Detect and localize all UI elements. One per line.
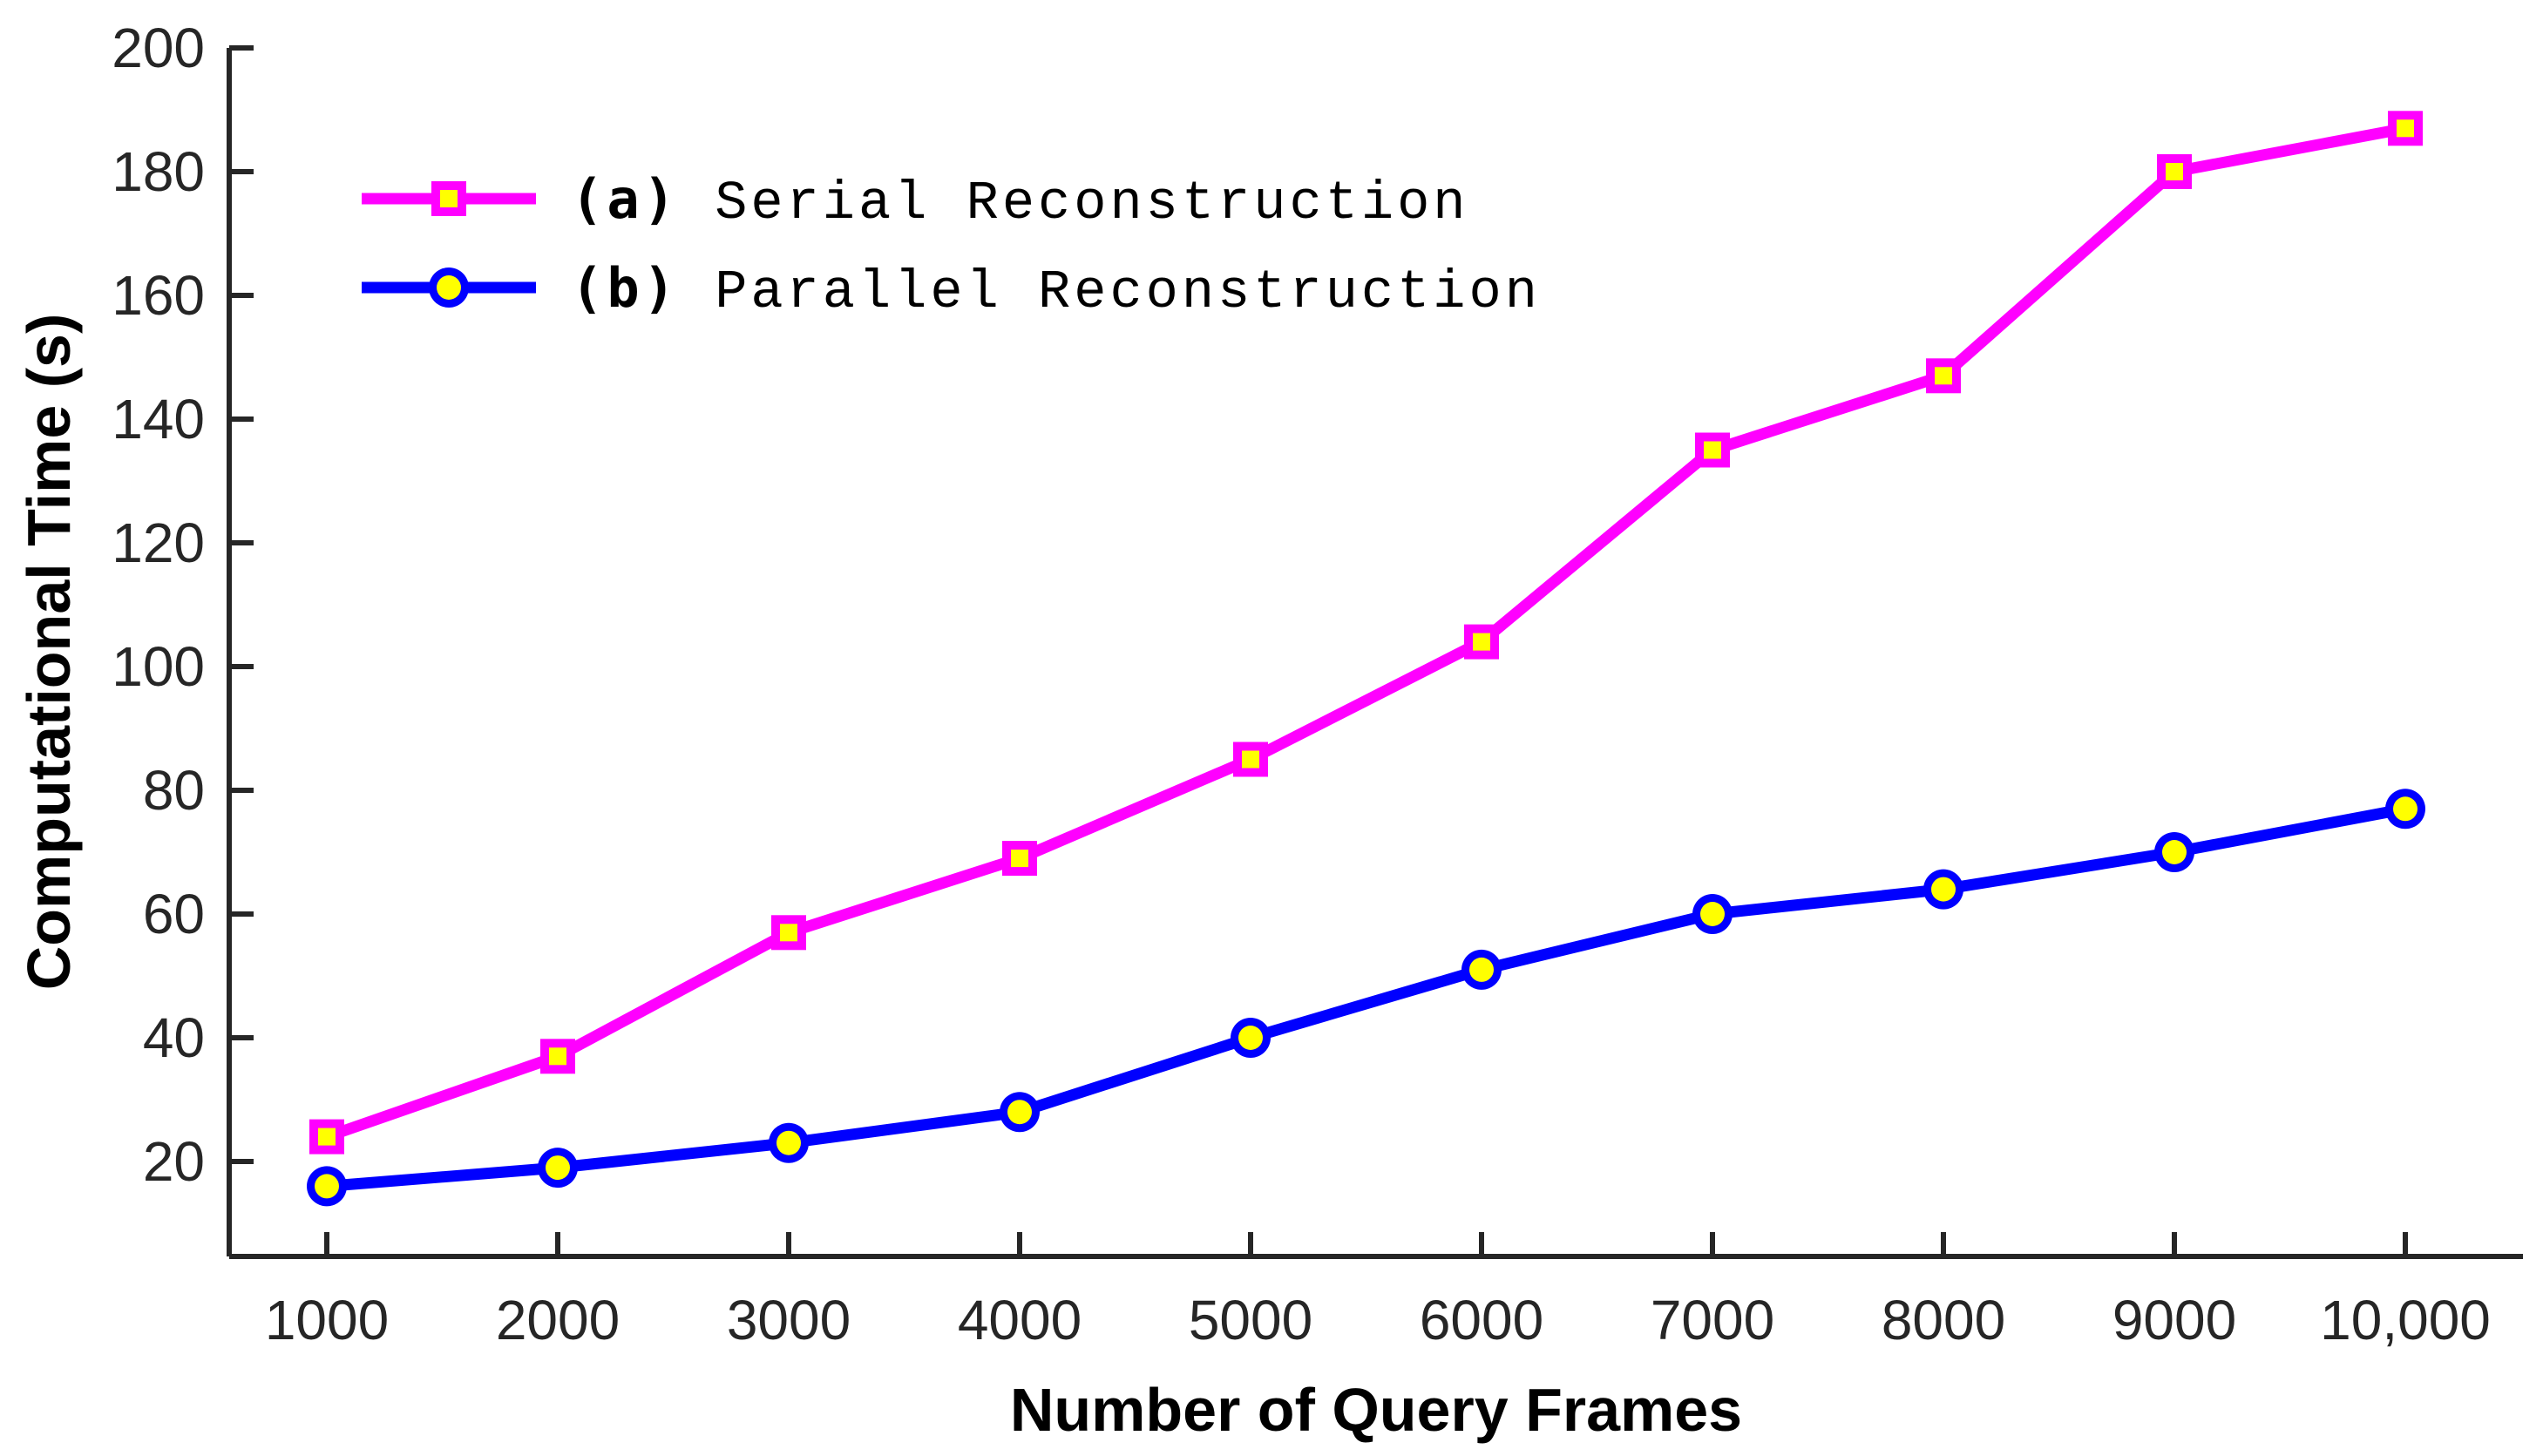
circle-marker-fill <box>437 275 461 300</box>
x-tick-label: 6000 <box>1420 1289 1543 1351</box>
x-tick-label: 5000 <box>1189 1289 1312 1351</box>
y-tick-label: 120 <box>112 511 205 574</box>
square-marker-fill <box>780 924 797 942</box>
x-tick-label: 4000 <box>958 1289 1082 1351</box>
circle-marker-fill <box>315 1174 339 1199</box>
y-tick-label: 40 <box>143 1006 205 1069</box>
x-tick-label: 10,000 <box>2320 1289 2491 1351</box>
legend-label: (b) Parallel Reconstruction <box>571 256 1541 323</box>
square-marker-fill <box>1704 441 1721 459</box>
legend-item-parallel[interactable]: (b) Parallel Reconstruction <box>362 256 1541 323</box>
legend-item-serial[interactable]: (a) Serial Reconstruction <box>362 167 1469 234</box>
circle-marker-fill <box>1007 1100 1032 1125</box>
circle-marker-fill <box>2162 840 2187 864</box>
circle-marker-fill <box>1700 902 1725 926</box>
square-marker-fill <box>2166 163 2183 180</box>
y-tick-label: 60 <box>143 883 205 945</box>
y-tick-label: 160 <box>112 264 205 327</box>
y-axis-title: Computational Time (s) <box>15 314 83 991</box>
series-serial <box>309 111 2423 1155</box>
legend-series-name: Serial Reconstruction <box>679 173 1469 234</box>
y-tick-label: 200 <box>112 17 205 79</box>
y-tick-label: 20 <box>143 1130 205 1193</box>
square-marker-fill <box>1242 750 1259 769</box>
legend-prefix: (b) <box>571 256 679 320</box>
square-marker-fill <box>1473 633 1490 651</box>
circle-marker-fill <box>546 1155 570 1181</box>
legend: (a) Serial Reconstruction(b) Parallel Re… <box>362 167 1541 323</box>
y-tick-label: 100 <box>112 635 205 698</box>
x-axis-title: Number of Query Frames <box>1010 1376 1742 1444</box>
legend-prefix: (a) <box>571 167 679 231</box>
x-tick-label: 1000 <box>265 1289 389 1351</box>
square-marker-fill <box>549 1047 566 1066</box>
x-tick-label: 8000 <box>1882 1289 2005 1351</box>
y-tick-label: 140 <box>112 388 205 450</box>
x-tick-label: 7000 <box>1651 1289 1774 1351</box>
square-marker-fill <box>2397 119 2414 138</box>
circle-marker-fill <box>776 1130 801 1155</box>
x-tick-label: 3000 <box>727 1289 851 1351</box>
y-tick-label: 80 <box>143 759 205 822</box>
series-parallel <box>307 789 2425 1207</box>
x-tick-label: 9000 <box>2112 1289 2236 1351</box>
square-marker-fill <box>440 190 458 207</box>
legend-series-name: Parallel Reconstruction <box>679 261 1541 323</box>
circle-marker-fill <box>1469 957 1494 982</box>
legend-label: (a) Serial Reconstruction <box>571 167 1469 234</box>
square-marker-fill <box>1935 367 1952 385</box>
x-tick-label: 2000 <box>496 1289 620 1351</box>
series-line <box>326 802 2407 1192</box>
circle-marker-fill <box>1931 877 1956 902</box>
square-marker-fill <box>1011 850 1028 868</box>
square-marker-fill <box>318 1128 336 1146</box>
y-tick-label: 180 <box>112 140 205 203</box>
circle-marker-fill <box>1238 1026 1263 1050</box>
series-line <box>324 122 2407 1142</box>
circle-marker-fill <box>2393 796 2418 822</box>
